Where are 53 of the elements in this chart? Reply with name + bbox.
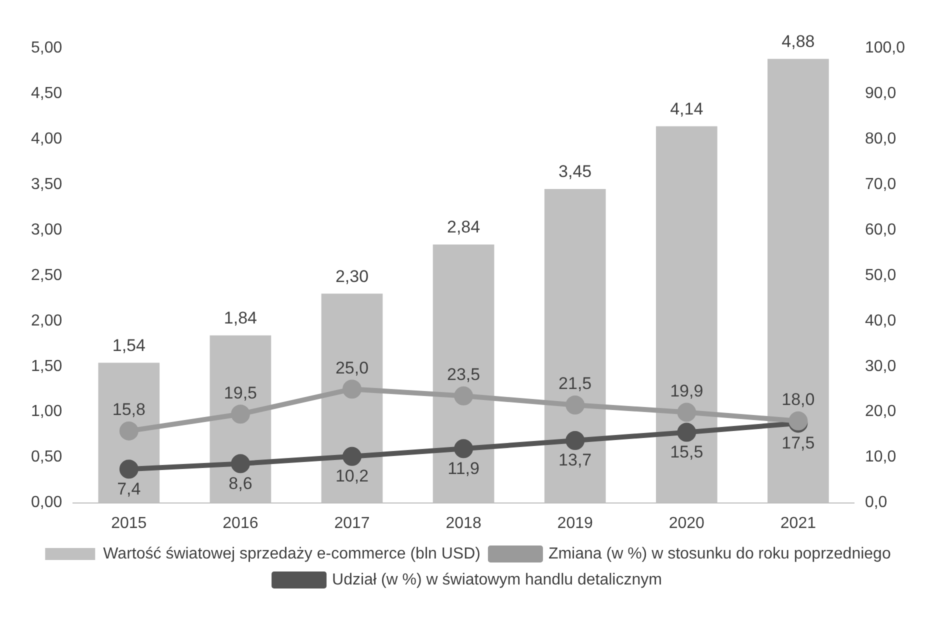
- data-label: 17,5: [782, 433, 815, 452]
- y-tick-label: 2,50: [31, 266, 62, 284]
- data-label: 23,5: [447, 365, 480, 384]
- y2-tick-label: 50,0: [864, 266, 896, 284]
- data-label: 18,0: [782, 390, 815, 410]
- data-label: 2,30: [335, 266, 369, 286]
- y-tick-label: 0,00: [31, 494, 62, 512]
- y-tick-label: 3,50: [31, 176, 62, 193]
- data-label: 19,9: [670, 381, 704, 400]
- legend-label: Udział (w %) w światowym handlu detalicznym: [332, 571, 662, 588]
- y-tick-label: 4,50: [31, 84, 62, 102]
- data-label: 4,14: [670, 99, 704, 118]
- data-label: 4,88: [782, 32, 815, 52]
- data-label: 13,7: [558, 450, 592, 470]
- y-tick-label: 1,50: [31, 358, 62, 375]
- data-label: 7,4: [117, 479, 141, 498]
- y-tick-label: 3,00: [31, 221, 62, 238]
- y-tick-label: 0,50: [31, 448, 62, 466]
- data-label: 25,0: [335, 358, 369, 378]
- legend-label: Wartość światowej sprzedaży e-commerce (bln USD): [103, 545, 480, 562]
- y2-tick-label: 10,0: [864, 448, 896, 466]
- data-label: 8,6: [228, 474, 252, 493]
- y2-tick-label: 100,0: [864, 39, 906, 56]
- x-tick-label: 2015: [111, 514, 147, 532]
- data-label: 21,5: [558, 374, 592, 394]
- data-label: 2,84: [447, 218, 480, 237]
- data-label: 10,2: [335, 466, 369, 486]
- y2-tick-label: 70,0: [864, 176, 896, 193]
- y-tick-label: 1,00: [31, 403, 62, 420]
- x-tick-label: 2020: [668, 514, 705, 532]
- y2-tick-label: 60,0: [864, 221, 896, 238]
- y2-tick-label: 40,0: [864, 312, 896, 330]
- x-tick-label: 2018: [446, 514, 482, 532]
- data-label: 1,54: [112, 336, 146, 355]
- x-tick-label: 2021: [780, 514, 816, 532]
- y2-tick-label: 0,0: [864, 494, 888, 512]
- data-label: 19,5: [224, 383, 258, 402]
- y2-tick-label: 80,0: [864, 130, 896, 148]
- data-label: 1,84: [224, 308, 258, 328]
- y-tick-label: 5,00: [31, 39, 62, 56]
- y-tick-label: 2,00: [31, 312, 62, 330]
- x-tick-label: 2019: [557, 514, 593, 532]
- legend-label: Zmiana (w %) w stosunku do roku poprzedniego: [548, 545, 891, 562]
- y-tick-label: 4,00: [31, 130, 62, 148]
- x-tick-label: 2016: [222, 514, 258, 532]
- data-label: 3,45: [558, 162, 592, 182]
- x-tick-label: 2017: [334, 514, 370, 532]
- data-label: 15,8: [112, 400, 146, 420]
- data-label: 11,9: [448, 458, 480, 478]
- y2-tick-label: 20,0: [864, 403, 896, 420]
- y2-tick-label: 30,0: [864, 358, 896, 375]
- data-label: 15,5: [670, 442, 704, 462]
- y2-tick-label: 90,0: [864, 84, 896, 102]
